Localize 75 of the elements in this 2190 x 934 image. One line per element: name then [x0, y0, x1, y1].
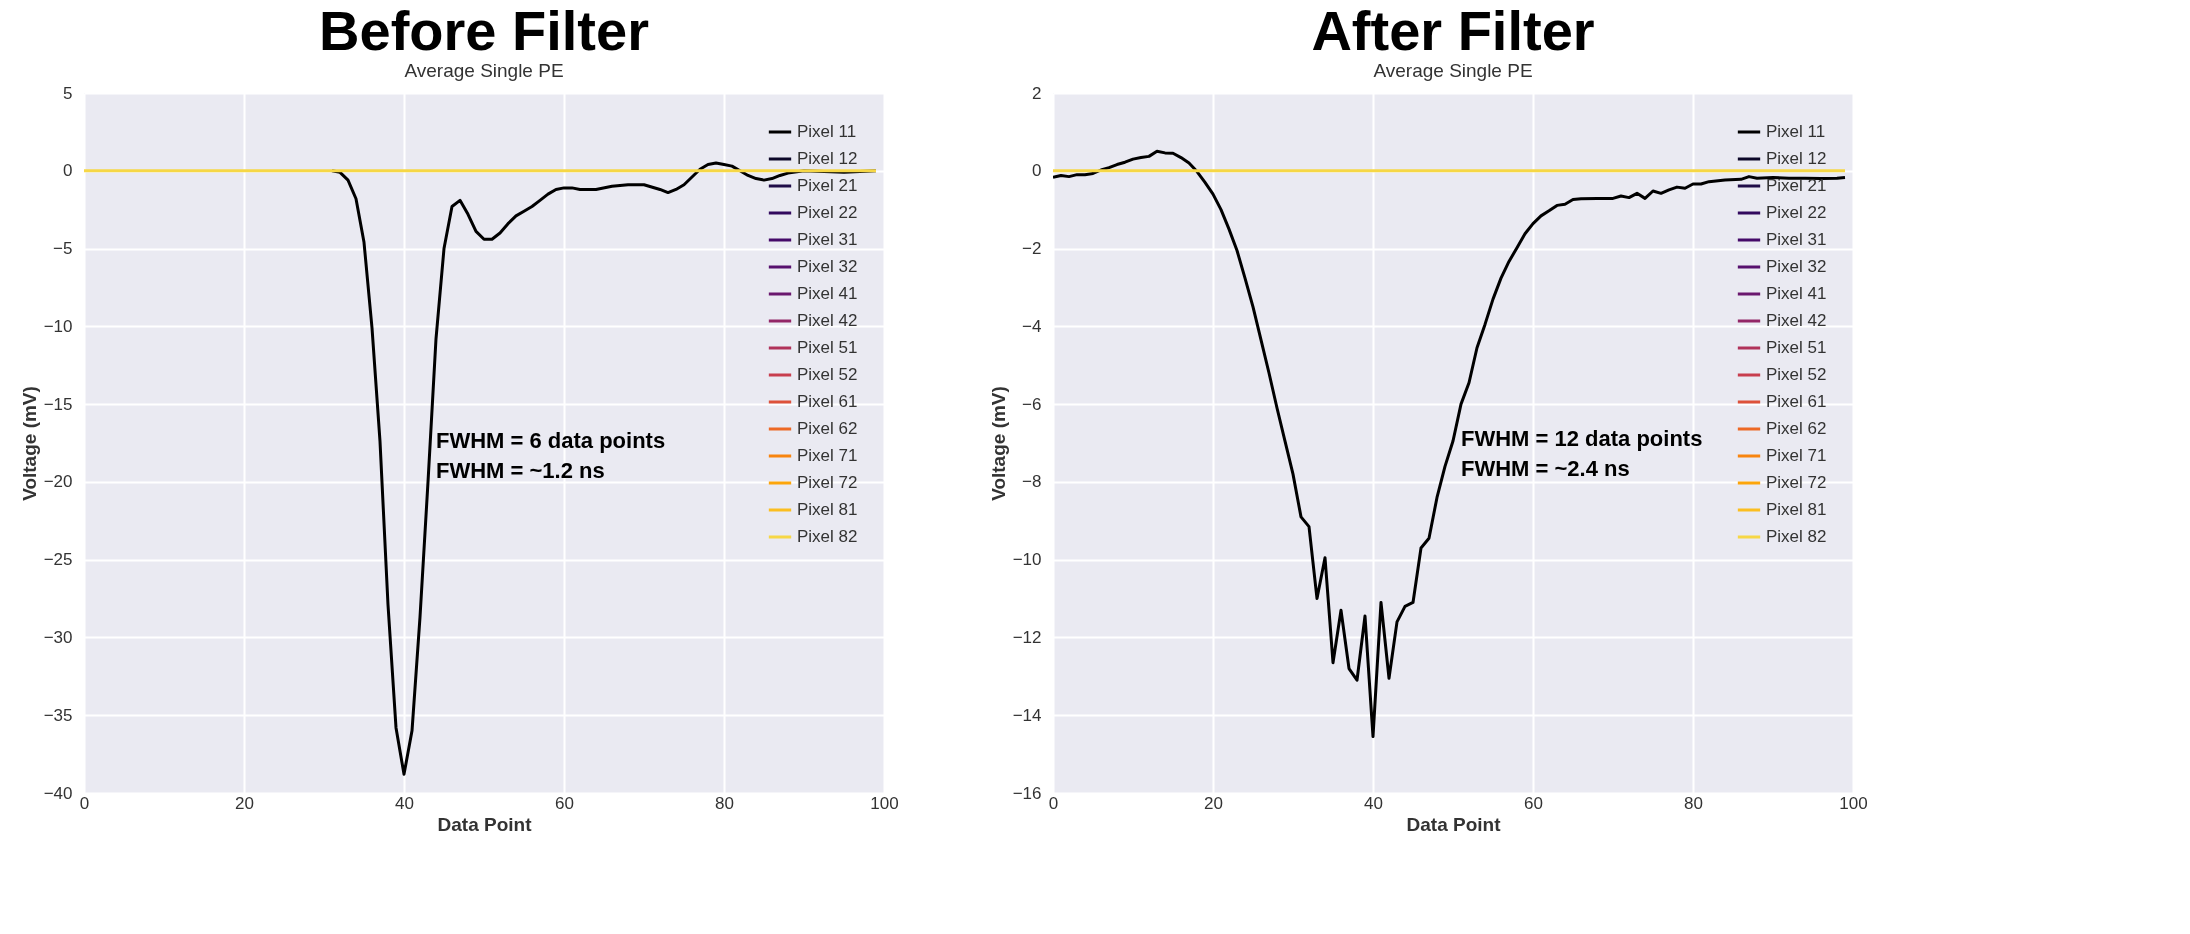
legend-label: Pixel 52 [797, 365, 858, 384]
chart-subtitle: Average Single PE [404, 60, 564, 81]
x-tick-label: 0 [1048, 793, 1059, 813]
y-tick-label: −10 [43, 316, 73, 336]
legend-label: Pixel 41 [797, 284, 858, 303]
y-axis-title: Voltage (mV) [18, 386, 40, 501]
x-axis-title: Data Point [1406, 813, 1502, 835]
x-tick-label: 100 [1839, 793, 1868, 813]
y-tick-label: −40 [43, 783, 73, 803]
x-axis-title: Data Point [437, 813, 533, 835]
x-tick-label: 20 [1204, 793, 1223, 813]
y-tick-label: −5 [53, 239, 73, 259]
legend-label: Pixel 11 [797, 122, 857, 141]
legend-label: Pixel 51 [797, 338, 858, 357]
legend-label: Pixel 71 [1766, 446, 1827, 465]
y-tick-label: −14 [1012, 705, 1042, 725]
legend-label: Pixel 22 [1766, 203, 1827, 222]
legend-label: Pixel 42 [797, 311, 858, 330]
legend-label: Pixel 71 [797, 446, 858, 465]
legend-label: Pixel 31 [797, 230, 858, 249]
x-tick-label: 80 [1684, 793, 1703, 813]
x-tick-label: 100 [870, 793, 899, 813]
legend-label: Pixel 42 [1766, 311, 1827, 330]
legend-label: Pixel 21 [797, 176, 858, 195]
legend-label: Pixel 21 [1766, 176, 1827, 195]
y-tick-label: −12 [1012, 627, 1042, 647]
legend-label: Pixel 81 [797, 500, 858, 519]
y-tick-label: −4 [1022, 316, 1042, 336]
y-tick-label: −35 [43, 705, 73, 725]
y-tick-label: −2 [1022, 239, 1042, 259]
line-series [1053, 149, 1847, 739]
y-tick-label: −15 [43, 394, 73, 414]
y-tick-label: −10 [1012, 550, 1042, 570]
annotation: FWHM = 6 data points FWHM = ~1.2 ns [436, 428, 666, 484]
annotation: FWHM = 12 data points FWHM = ~2.4 ns [1461, 426, 1703, 482]
y-tick-label: −30 [43, 627, 73, 647]
legend-label: Pixel 51 [1766, 338, 1827, 357]
y-tick-label: −20 [43, 472, 73, 492]
y-tick-label: −6 [1022, 394, 1042, 414]
legend-label: Pixel 72 [797, 473, 858, 492]
x-tick-label: 60 [555, 793, 574, 813]
legend-label: Pixel 32 [797, 257, 858, 276]
legend-label: Pixel 11 [1766, 122, 1826, 141]
legend-label: Pixel 12 [1766, 149, 1827, 168]
legend-label: Pixel 61 [797, 392, 858, 411]
chart-subtitle: Average Single PE [1373, 60, 1533, 81]
y-axis-title: Voltage (mV) [987, 386, 1009, 501]
legend-label: Pixel 72 [1766, 473, 1827, 492]
legend-label: Pixel 22 [797, 203, 858, 222]
legend-label: Pixel 41 [1766, 284, 1827, 303]
x-tick-label: 20 [235, 793, 254, 813]
x-tick-label: 60 [1524, 793, 1543, 813]
x-tick-label: 0 [79, 793, 90, 813]
x-tick-label: 40 [395, 793, 414, 813]
y-tick-label: −16 [1012, 783, 1042, 803]
legend-label: Pixel 12 [797, 149, 858, 168]
legend-label: Pixel 82 [797, 527, 858, 546]
y-tick-label: −25 [43, 550, 73, 570]
legend-label: Pixel 62 [1766, 419, 1827, 438]
y-tick-label: 2 [1032, 83, 1042, 103]
legend-label: Pixel 81 [1766, 500, 1827, 519]
y-tick-label: −8 [1022, 472, 1042, 492]
legend-label: Pixel 82 [1766, 527, 1827, 546]
chart-title: After Filter [1311, 0, 1595, 62]
legend-label: Pixel 62 [797, 419, 858, 438]
y-tick-label: 0 [63, 161, 73, 181]
x-tick-label: 80 [715, 793, 734, 813]
y-tick-label: 0 [1032, 161, 1042, 181]
legend-label: Pixel 31 [1766, 230, 1827, 249]
chart-title: Before Filter [319, 0, 649, 62]
y-tick-label: 5 [63, 83, 73, 103]
x-tick-label: 40 [1364, 793, 1383, 813]
legend-label: Pixel 52 [1766, 365, 1827, 384]
legend-label: Pixel 61 [1766, 392, 1827, 411]
legend-label: Pixel 32 [1766, 257, 1827, 276]
